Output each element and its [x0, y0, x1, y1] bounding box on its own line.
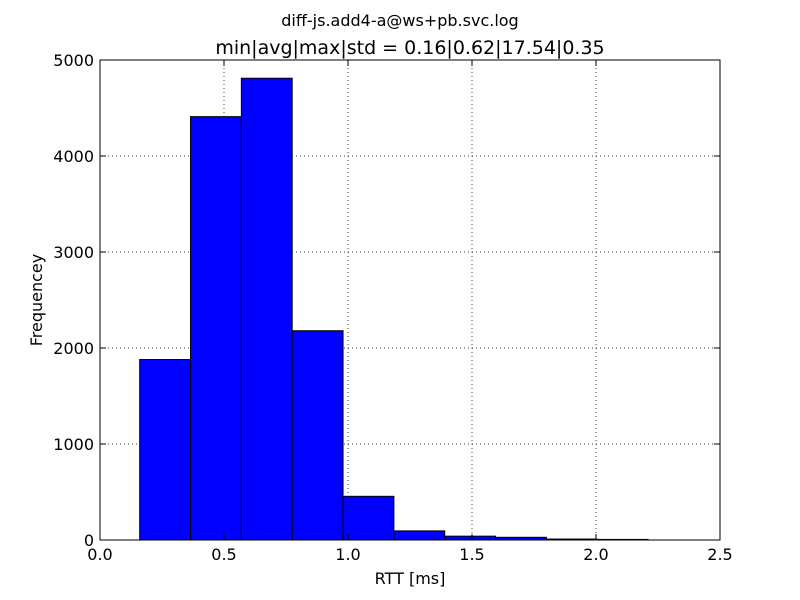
x-tick-label: 1.0	[335, 545, 360, 564]
x-tick-labels: 0.0 0.5 1.0 1.5 2.0 2.5	[87, 545, 732, 564]
histogram-bar	[444, 535, 497, 541]
histogram-bar	[291, 330, 344, 541]
y-tick-label: 3000	[53, 243, 94, 262]
x-tick-label: 0.0	[87, 545, 112, 564]
y-tick-label: 0	[84, 531, 94, 550]
plot-frame	[99, 59, 721, 541]
x-tick-label: 2.0	[583, 545, 608, 564]
x-tick-label: 2.5	[707, 545, 732, 564]
y-axis-label: Frequencey	[27, 254, 46, 347]
chart-suptitle: diff-js.add4-a@ws+pb.svc.log	[281, 11, 518, 30]
histogram-bars	[139, 77, 649, 541]
histogram-bar	[190, 116, 242, 541]
y-tick-label: 4000	[53, 147, 94, 166]
y-tick-labels: 0 1000 2000 3000 4000 5000	[53, 51, 94, 550]
y-tick-label: 2000	[53, 339, 94, 358]
histogram-bar	[240, 77, 293, 541]
histogram-bar	[342, 495, 395, 541]
y-tick-label: 5000	[53, 51, 94, 70]
chart-title: min|avg|max|std = 0.16|0.62|17.54|0.35	[215, 37, 604, 59]
histogram-bar	[393, 530, 446, 541]
histogram-bar	[139, 359, 192, 541]
x-tick-label: 1.5	[459, 545, 484, 564]
axis-ticks	[99, 59, 721, 541]
y-tick-label: 1000	[53, 435, 94, 454]
x-axis-label: RTT [ms]	[375, 569, 446, 588]
x-tick-label: 0.5	[211, 545, 236, 564]
